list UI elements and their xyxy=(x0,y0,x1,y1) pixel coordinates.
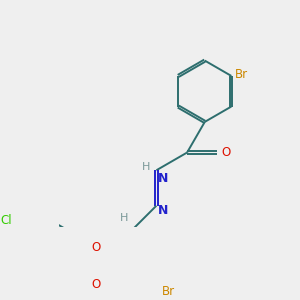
Text: Br: Br xyxy=(162,285,175,298)
Text: O: O xyxy=(221,146,230,159)
Text: H: H xyxy=(142,162,151,172)
Text: O: O xyxy=(92,278,101,291)
Text: O: O xyxy=(92,242,101,254)
Text: H: H xyxy=(119,213,128,223)
Text: N: N xyxy=(158,204,169,217)
Text: Cl: Cl xyxy=(0,214,12,227)
Text: Br: Br xyxy=(235,68,248,80)
Text: N: N xyxy=(158,172,169,185)
